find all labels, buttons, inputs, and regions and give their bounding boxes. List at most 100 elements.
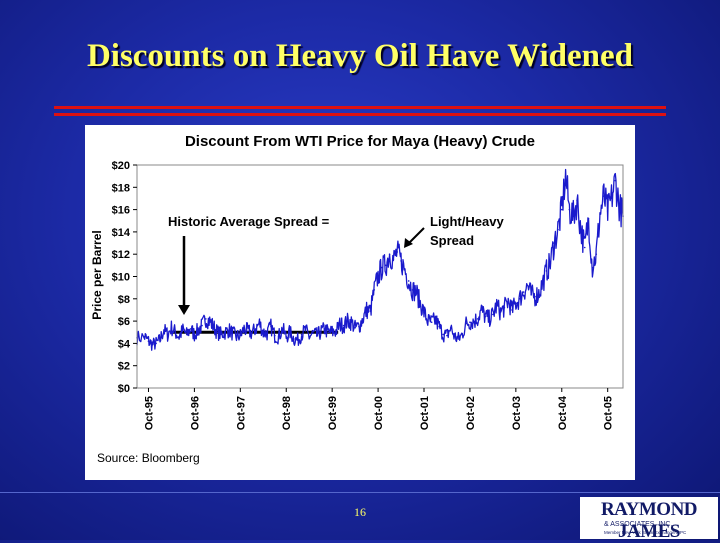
data-point	[411, 289, 414, 291]
data-point	[476, 318, 479, 320]
data-point	[492, 313, 494, 316]
data-point	[469, 321, 471, 324]
logo-wordmark: RAYMOND JAMES	[600, 499, 698, 542]
data-point	[197, 329, 200, 331]
y-tick-label: $6	[118, 316, 130, 328]
data-point	[277, 335, 280, 338]
data-point	[499, 311, 502, 313]
data-point	[243, 328, 245, 330]
y-tick-label: $8	[118, 294, 130, 306]
data-point	[434, 319, 437, 321]
data-point	[404, 269, 406, 271]
data-point	[618, 204, 620, 206]
data-point	[534, 295, 536, 298]
data-point	[495, 304, 498, 307]
data-point	[407, 280, 410, 282]
data-point	[518, 298, 521, 300]
series-line-light-heavy-spread	[136, 168, 624, 351]
data-point	[453, 335, 456, 338]
data-point	[258, 322, 261, 325]
data-point	[151, 343, 154, 346]
data-point	[212, 325, 215, 328]
data-point	[327, 331, 330, 334]
data-point	[465, 322, 467, 325]
data-point	[522, 291, 525, 293]
data-point	[603, 195, 605, 198]
logo-tagline: Member New York Stock Exchange/SIPC	[604, 530, 687, 535]
data-point	[488, 318, 490, 320]
data-point	[614, 179, 617, 182]
y-tick-label: $20	[112, 160, 130, 172]
data-point	[170, 326, 173, 329]
data-point	[580, 228, 582, 231]
data-point	[155, 342, 157, 345]
data-point	[162, 329, 165, 331]
chart-title: Discount From WTI Price for Maya (Heavy)…	[185, 133, 535, 150]
data-point	[296, 339, 299, 341]
x-tick-label: Oct-05	[603, 396, 615, 430]
data-point	[239, 334, 242, 337]
data-point	[507, 300, 509, 302]
logo-subtitle: & ASSOCIATES, INC.	[604, 521, 673, 528]
x-tick-label: Oct-01	[419, 396, 431, 430]
data-point	[208, 320, 211, 322]
data-point	[266, 332, 268, 335]
data-point	[427, 320, 429, 322]
title-underline-top	[54, 106, 666, 109]
y-tick-label: $4	[118, 338, 131, 350]
data-point	[415, 291, 418, 293]
data-point	[610, 197, 613, 200]
company-logo: RAYMOND JAMES & ASSOCIATES, INC. Member …	[580, 497, 718, 542]
data-point	[599, 213, 601, 215]
data-point	[270, 325, 272, 328]
data-point	[457, 338, 460, 340]
footer-rule	[0, 492, 720, 493]
data-point	[572, 215, 575, 218]
y-tick-label: $18	[112, 182, 130, 194]
data-point	[484, 315, 487, 318]
x-tick-label: Oct-98	[281, 396, 293, 430]
data-point	[511, 309, 513, 311]
data-point	[361, 318, 364, 320]
data-point	[541, 282, 544, 284]
title-underline-bottom	[54, 113, 666, 116]
data-point	[143, 335, 146, 338]
data-point	[262, 331, 265, 334]
line-chart: Discount From WTI Price for Maya (Heavy)…	[90, 133, 624, 465]
data-point	[159, 339, 161, 341]
data-point	[595, 253, 598, 255]
data-point	[201, 324, 203, 327]
data-point	[354, 326, 356, 329]
y-axis-label: Price per Barrel	[90, 230, 104, 319]
data-point	[388, 253, 391, 255]
data-point	[281, 328, 284, 330]
spread-arrow	[404, 227, 425, 248]
data-point	[480, 309, 483, 311]
slide-title: Discounts on Heavy Oil Have Widened	[86, 38, 634, 74]
x-tick-label: Oct-03	[511, 396, 523, 430]
annotation-spread-line2: Spread	[430, 233, 474, 248]
x-tick-label: Oct-00	[373, 396, 385, 430]
data-point	[549, 262, 552, 264]
data-point	[545, 270, 548, 272]
historic-arrow	[178, 236, 190, 315]
data-point	[472, 320, 475, 322]
data-point	[216, 331, 219, 334]
data-point	[538, 292, 540, 295]
data-point	[438, 325, 441, 328]
data-point	[224, 331, 226, 334]
annotation-historic: Historic Average Spread =	[168, 214, 330, 229]
data-point	[423, 311, 425, 313]
y-tick-label: $16	[112, 205, 130, 217]
annotation-spread-line1: Light/Heavy	[430, 214, 504, 229]
data-point	[312, 332, 314, 335]
data-point	[384, 264, 387, 267]
data-point	[381, 266, 383, 269]
x-tick-label: Oct-99	[327, 396, 339, 430]
data-point	[530, 293, 532, 296]
data-point	[606, 211, 609, 213]
data-point	[396, 251, 399, 253]
data-point	[358, 325, 360, 328]
y-tick-label: $2	[118, 361, 130, 373]
data-point	[560, 208, 563, 211]
